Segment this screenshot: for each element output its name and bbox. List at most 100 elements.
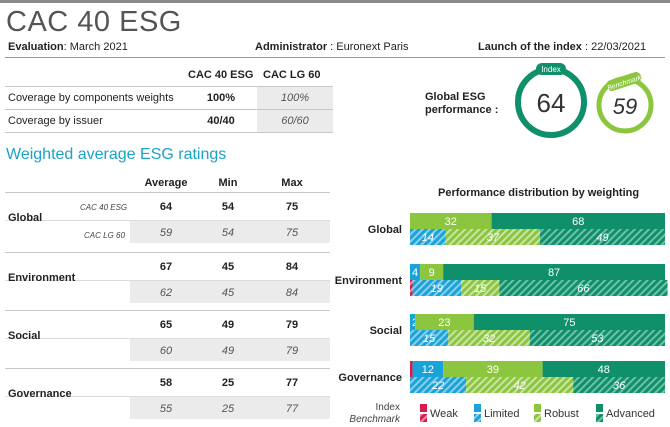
ratings-bench-avg: 55	[159, 403, 173, 415]
benchmark-bar-robust	[448, 330, 530, 346]
index-bar-robust	[420, 264, 444, 280]
benchmark-bar-advanced	[529, 330, 665, 346]
ratings-group-label: Environment	[8, 272, 76, 284]
ratings-bench-max: 75	[285, 227, 299, 239]
ratings-index-avg: 65	[159, 319, 173, 331]
ratings-index-max: 84	[285, 261, 299, 273]
legend-swatch-index	[534, 404, 541, 412]
legend-swatch-benchmark	[420, 414, 427, 422]
global-esg-label: Global ESG performance :	[425, 91, 499, 116]
ratings-index-max: 79	[285, 319, 299, 331]
benchmark-bar-robust	[466, 377, 574, 393]
table-rule	[5, 86, 333, 87]
divider	[5, 57, 665, 58]
index-bar-label: 12	[422, 364, 434, 376]
benchmark-bar-limited	[410, 377, 467, 393]
index-bar-label: 87	[548, 267, 560, 279]
ratings-index-max: 77	[285, 377, 299, 389]
legend-swatch-benchmark	[596, 414, 603, 422]
legend-swatch-benchmark	[474, 414, 481, 422]
ratings-index-max: 75	[285, 201, 299, 213]
ratings-shading	[5, 192, 330, 419]
ratings-col-min: Min	[218, 177, 238, 189]
ratings-index-avg: 67	[159, 261, 173, 273]
index-bar-label: 39	[487, 364, 499, 376]
index-bar-label: 75	[563, 317, 575, 329]
benchmark-gauge: Benchmark 59	[596, 72, 654, 134]
index-bar-label: 23	[438, 317, 450, 329]
index-tag: Index	[541, 65, 561, 74]
legend-swatches	[420, 404, 603, 422]
ratings-bench-max: 77	[285, 403, 299, 415]
benchmark-bar-label: 15	[423, 333, 436, 345]
ratings-bench-max: 79	[285, 345, 299, 357]
benchmark-bar-advanced	[573, 377, 665, 393]
benchmark-bar-robust	[461, 280, 500, 296]
ratings-rule-mid	[5, 338, 330, 339]
ratings-bench-shade	[130, 339, 330, 361]
ratings-bench-shade	[130, 281, 330, 303]
ratings-rule-mid	[5, 396, 330, 397]
coverage-value: 40/40	[207, 115, 235, 127]
benchmark-bar-label: 37	[487, 232, 500, 244]
ratings-col-average: Average	[144, 177, 188, 189]
legend-item-limited: Limited	[484, 408, 520, 420]
chart-title: Performance distribution by weighting	[438, 187, 640, 199]
ratings-bench-shade	[130, 397, 330, 419]
index-bar-label: 68	[572, 216, 584, 228]
ratings-rule-top	[5, 192, 330, 193]
category-label: Global	[367, 224, 402, 236]
distribution-bars: 3268143749498711915662237515325312394822…	[410, 213, 668, 393]
ratings-bench-sublabel: CAC LG 60	[84, 231, 125, 240]
coverage-col-index: CAC 40 ESG	[188, 69, 254, 81]
benchmark-bar-advanced	[499, 280, 668, 296]
category-label: Social	[369, 325, 402, 337]
ratings-index-avg: 64	[159, 201, 173, 213]
benchmark-bar-limited	[410, 330, 449, 346]
ratings-group-label: Global	[8, 212, 43, 224]
ratings-rule-top	[5, 252, 330, 253]
ratings-rule-mid	[5, 280, 330, 281]
ratings-bench-avg: 59	[159, 227, 173, 239]
index-tag-bg	[536, 63, 566, 75]
ratings-section-title: Weighted average ESG ratings	[6, 146, 227, 163]
benchmark-bar-label: 66	[577, 283, 590, 295]
index-bar-limited	[410, 314, 416, 330]
legend-item-robust: Robust	[544, 408, 579, 420]
benchmark-bar-label: 15	[474, 283, 487, 295]
ratings-bench-min: 49	[221, 345, 235, 357]
ratings-index-sublabel: CAC 40 ESG	[80, 203, 128, 212]
benchmark-bar-robust	[445, 229, 541, 245]
legend-index-label: Index	[375, 402, 400, 413]
ratings-bench-max: 84	[285, 287, 299, 299]
benchmark-bar-label: 36	[613, 380, 626, 392]
ratings-bench-min: 54	[221, 227, 235, 239]
ratings-bench-min: 45	[221, 287, 235, 299]
launch-meta: Launch of the index : 22/03/2021	[478, 41, 647, 53]
index-bar-limited	[412, 361, 444, 377]
ratings-index-min: 54	[221, 201, 235, 213]
ratings-index-min: 25	[221, 377, 235, 389]
index-bar-label: 48	[598, 364, 610, 376]
benchmark-bar-weak	[410, 280, 413, 296]
top-border	[0, 0, 670, 3]
administrator-meta: Administrator : Euronext Paris	[255, 41, 409, 53]
ratings-rule-top	[5, 368, 330, 369]
benchmark-bar-limited	[412, 280, 461, 296]
index-score: 64	[537, 88, 566, 118]
index-bar-advanced	[473, 314, 665, 330]
legend-swatch-index	[596, 404, 603, 412]
index-bar-advanced	[542, 361, 665, 377]
table-rule	[5, 132, 333, 133]
benchmark-bar-label: 49	[596, 232, 608, 244]
index-gauge: Index 64	[515, 63, 587, 138]
index-bar-label: 32	[445, 216, 457, 228]
ratings-bench-avg: 62	[159, 287, 173, 299]
category-label: Governance	[338, 372, 402, 384]
table-rule	[5, 109, 333, 110]
benchmark-tag-bg	[606, 72, 642, 92]
ratings-index-min: 49	[221, 319, 235, 331]
coverage-value: 100%	[280, 92, 310, 104]
benchmark-bar-limited	[410, 229, 446, 245]
